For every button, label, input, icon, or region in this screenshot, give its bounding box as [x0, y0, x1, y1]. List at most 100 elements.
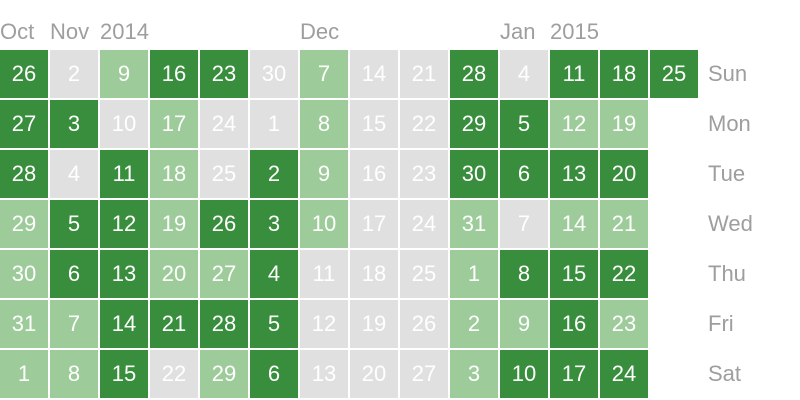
day-cell[interactable]: 26	[0, 50, 48, 98]
day-cell[interactable]: 31	[0, 300, 48, 348]
day-cell[interactable]: 7	[300, 50, 348, 98]
day-cell[interactable]: 17	[550, 350, 598, 398]
day-cell[interactable]: 15	[350, 100, 398, 148]
day-cell[interactable]: 31	[450, 200, 498, 248]
day-cell[interactable]: 11	[100, 150, 148, 198]
day-cell[interactable]: 16	[150, 50, 198, 98]
day-cell[interactable]: 4	[50, 150, 98, 198]
day-cell[interactable]: 11	[550, 50, 598, 98]
day-cell[interactable]: 29	[450, 100, 498, 148]
day-cell[interactable]: 8	[300, 100, 348, 148]
day-cell[interactable]: 26	[200, 200, 248, 248]
day-cell[interactable]: 28	[450, 50, 498, 98]
day-cell[interactable]: 20	[150, 250, 198, 298]
day-cell[interactable]: 20	[600, 150, 648, 198]
day-cell[interactable]: 24	[600, 350, 648, 398]
day-cell[interactable]: 28	[0, 150, 48, 198]
day-cell[interactable]: 8	[50, 350, 98, 398]
day-cell[interactable]: 13	[100, 250, 148, 298]
day-cell[interactable]: 18	[600, 50, 648, 98]
day-cell[interactable]: 3	[250, 200, 298, 248]
day-cell[interactable]: 27	[200, 250, 248, 298]
day-cell[interactable]: 5	[250, 300, 298, 348]
day-cell[interactable]: 10	[300, 200, 348, 248]
day-cell[interactable]: 15	[550, 250, 598, 298]
day-cell[interactable]: 25	[650, 50, 698, 98]
day-cell[interactable]: 4	[250, 250, 298, 298]
day-cell[interactable]: 22	[150, 350, 198, 398]
day-cell[interactable]: 6	[250, 350, 298, 398]
day-cell[interactable]: 1	[250, 100, 298, 148]
day-cell[interactable]: 14	[100, 300, 148, 348]
day-cell[interactable]: 24	[400, 200, 448, 248]
day-cell[interactable]: 16	[350, 150, 398, 198]
day-cell[interactable]: 2	[50, 50, 98, 98]
day-cell[interactable]: 23	[200, 50, 248, 98]
day-cell[interactable]: 9	[500, 300, 548, 348]
day-cell[interactable]: 3	[50, 100, 98, 148]
month-label: Nov	[50, 19, 90, 44]
day-cell[interactable]: 13	[550, 150, 598, 198]
day-cell[interactable]: 10	[500, 350, 548, 398]
day-cell[interactable]: 3	[450, 350, 498, 398]
day-cell[interactable]: 15	[100, 350, 148, 398]
day-cell[interactable]: 30	[250, 50, 298, 98]
day-cell[interactable]: 5	[500, 100, 548, 148]
day-cell[interactable]: 23	[400, 150, 448, 198]
day-cell[interactable]: 25	[200, 150, 248, 198]
day-cell[interactable]: 27	[400, 350, 448, 398]
day-cell[interactable]: 25	[400, 250, 448, 298]
day-cell[interactable]: 10	[100, 100, 148, 148]
month-label: 2014	[100, 19, 149, 44]
day-cell[interactable]: 9	[100, 50, 148, 98]
day-cell[interactable]: 12	[100, 200, 148, 248]
day-cell[interactable]: 7	[500, 200, 548, 248]
day-cell[interactable]: 18	[150, 150, 198, 198]
day-cell[interactable]: 26	[400, 300, 448, 348]
day-cell[interactable]: 8	[500, 250, 548, 298]
day-cell[interactable]: 1	[450, 250, 498, 298]
day-cell[interactable]: 22	[400, 100, 448, 148]
month-label: Dec	[300, 19, 340, 44]
day-cell[interactable]: 1	[0, 350, 48, 398]
day-cell[interactable]: 16	[550, 300, 598, 348]
day-cell[interactable]: 21	[600, 200, 648, 248]
day-cell[interactable]: 2	[450, 300, 498, 348]
day-cell[interactable]: 11	[300, 250, 348, 298]
day-cell[interactable]: 21	[150, 300, 198, 348]
day-cell[interactable]: 9	[300, 150, 348, 198]
day-cell[interactable]: 17	[350, 200, 398, 248]
day-cell[interactable]: 27	[0, 100, 48, 148]
day-cell[interactable]: 5	[50, 200, 98, 248]
day-cell[interactable]: 28	[200, 300, 248, 348]
weekday-label-thu: Thu	[708, 261, 746, 286]
day-cell[interactable]: 2	[250, 150, 298, 198]
day-cell[interactable]: 12	[300, 300, 348, 348]
month-label: Jan	[500, 19, 536, 44]
day-cell[interactable]: 12	[550, 100, 598, 148]
weekday-label-tue: Tue	[708, 161, 746, 186]
day-cell[interactable]: 19	[150, 200, 198, 248]
weekday-label-sat: Sat	[708, 361, 742, 386]
day-cell[interactable]: 23	[600, 300, 648, 348]
weekday-label-sun: Sun	[708, 61, 748, 86]
day-cell[interactable]: 29	[200, 350, 248, 398]
day-cell[interactable]: 6	[500, 150, 548, 198]
day-cell[interactable]: 7	[50, 300, 98, 348]
day-cell[interactable]: 4	[500, 50, 548, 98]
day-cell[interactable]: 14	[350, 50, 398, 98]
day-cell[interactable]: 24	[200, 100, 248, 148]
day-cell[interactable]: 14	[550, 200, 598, 248]
day-cell[interactable]: 30	[450, 150, 498, 198]
day-cell[interactable]: 30	[0, 250, 48, 298]
day-cell[interactable]: 19	[600, 100, 648, 148]
day-cell[interactable]: 21	[400, 50, 448, 98]
day-cell[interactable]: 18	[350, 250, 398, 298]
day-cell[interactable]: 6	[50, 250, 98, 298]
day-cell[interactable]: 13	[300, 350, 348, 398]
day-cell[interactable]: 20	[350, 350, 398, 398]
day-cell[interactable]: 29	[0, 200, 48, 248]
day-cell[interactable]: 19	[350, 300, 398, 348]
day-cell[interactable]: 17	[150, 100, 198, 148]
day-cell[interactable]: 22	[600, 250, 648, 298]
